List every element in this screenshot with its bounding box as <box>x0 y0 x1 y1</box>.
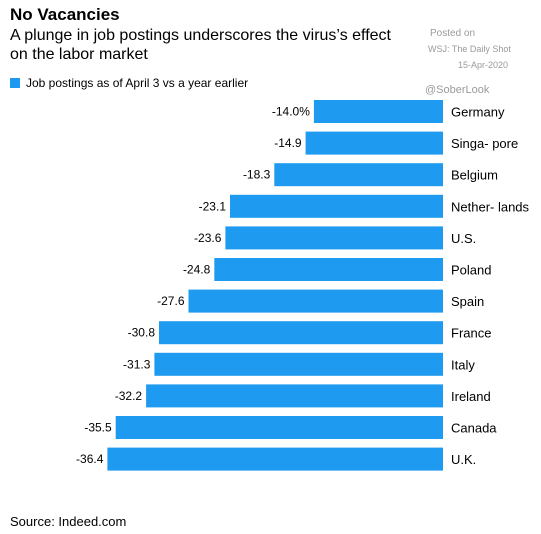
category-label-7: France <box>451 326 491 341</box>
bar-8 <box>154 352 443 376</box>
bar-11 <box>107 447 444 471</box>
value-label-10: -35.5 <box>84 421 112 435</box>
value-label-2: -18.3 <box>243 168 271 182</box>
bar-6 <box>188 289 443 313</box>
chart-legend: Job postings as of April 3 vs a year ear… <box>10 76 248 90</box>
chart-subtitle: A plunge in job postings underscores the… <box>10 27 391 63</box>
bar-2 <box>274 163 443 187</box>
bar-10 <box>115 416 443 439</box>
value-label-9: -32.2 <box>115 389 143 403</box>
category-label-9: Ireland <box>451 389 491 404</box>
category-label-8: Italy <box>451 357 475 372</box>
bar-5 <box>214 258 443 281</box>
chart-title: No Vacancies <box>10 5 120 24</box>
category-label-10: Canada <box>451 421 497 436</box>
bar-0 <box>313 100 443 123</box>
legend-swatch <box>10 78 20 88</box>
category-label-1: Singa- pore <box>451 136 518 151</box>
category-label-0: Germany <box>451 105 505 120</box>
watermark-date: 15-Apr-2020 <box>458 60 509 70</box>
value-label-11: -36.4 <box>76 452 104 466</box>
legend-label: Job postings as of April 3 vs a year ear… <box>26 76 249 90</box>
source-note: Source: Indeed.com <box>10 514 127 529</box>
bar-1 <box>305 131 443 155</box>
category-label-5: Poland <box>451 263 491 278</box>
bar-4 <box>225 226 443 250</box>
category-label-6: Spain <box>451 294 484 309</box>
bar-7 <box>159 321 443 345</box>
watermark-handle: @SoberLook <box>425 84 490 96</box>
watermark-posted: Posted on <box>430 28 476 39</box>
bar-3 <box>230 194 443 218</box>
value-label-7: -30.8 <box>128 326 156 340</box>
watermark-source: WSJ: The Daily Shot <box>428 44 511 54</box>
value-label-3: -23.1 <box>199 199 227 213</box>
category-label-2: Belgium <box>451 168 498 183</box>
category-label-4: U.S. <box>451 231 476 246</box>
bar-9 <box>146 384 443 408</box>
value-label-4: -23.6 <box>194 231 222 245</box>
value-label-5: -24.8 <box>183 263 211 277</box>
value-label-0: -14.0% <box>272 105 310 119</box>
value-label-1: -14.9 <box>274 136 302 150</box>
category-label-3: Nether- lands <box>451 199 530 214</box>
value-label-6: -27.6 <box>157 294 185 308</box>
category-label-11: U.K. <box>451 452 476 467</box>
value-label-8: -31.3 <box>123 357 151 371</box>
